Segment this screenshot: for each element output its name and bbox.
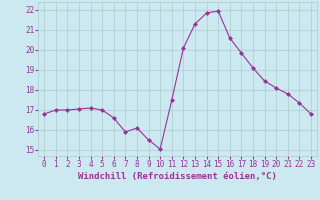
X-axis label: Windchill (Refroidissement éolien,°C): Windchill (Refroidissement éolien,°C)	[78, 172, 277, 181]
